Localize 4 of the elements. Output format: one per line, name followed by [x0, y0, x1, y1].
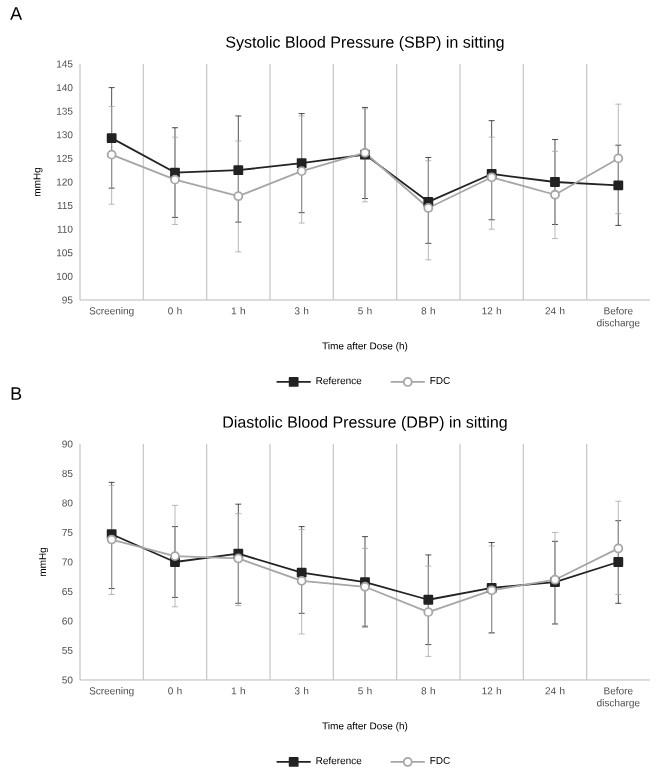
chart-title: Diastolic Blood Pressure (DBP) in sitting — [223, 416, 507, 431]
chart-title: Systolic Blood Pressure (SBP) in sitting — [226, 36, 504, 51]
text: B — [11, 387, 22, 400]
text: A — [10, 7, 23, 20]
